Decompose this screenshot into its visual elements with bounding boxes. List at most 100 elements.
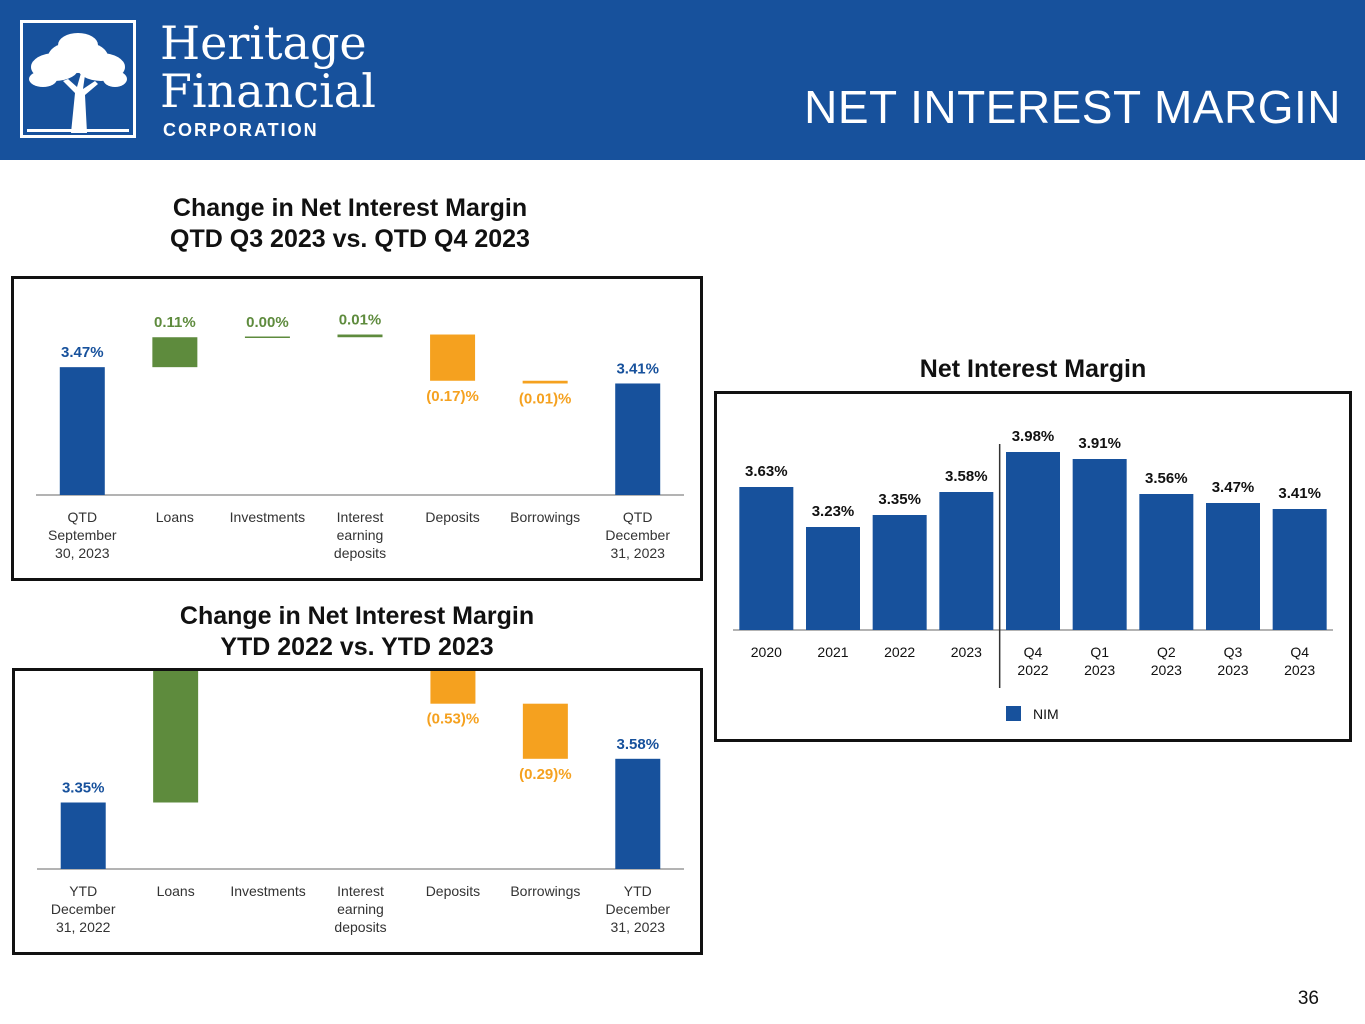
x-tick-label: 2023 <box>951 644 982 660</box>
legend-label: NIM <box>1033 706 1059 722</box>
nim-bar <box>1139 494 1194 630</box>
waterfall-bar <box>615 758 661 869</box>
waterfall-bar <box>615 383 661 495</box>
x-tick-label: Q4 <box>1024 644 1043 660</box>
slide-title: NET INTEREST MARGIN <box>804 81 1341 133</box>
x-tick-label: Interest <box>337 509 384 525</box>
waterfall-bar <box>430 334 476 381</box>
data-label: (0.53)% <box>427 711 480 728</box>
x-tick-label: 2020 <box>751 644 782 660</box>
legend-swatch <box>1006 706 1021 721</box>
data-label: 3.56% <box>1145 470 1188 487</box>
nim-bar-chart: 3.63% 2020 3.23% 2021 3.35% 2022 3.58% 2023 3.98… <box>733 428 1333 722</box>
nim-bar <box>806 527 860 630</box>
x-tick-label: Borrowings <box>510 883 580 899</box>
x-tick-label: Borrowings <box>510 509 580 525</box>
data-label: 3.63% <box>745 463 788 480</box>
qtd-chart-panel: 3.47% QTD September 30, 2023 0.11% Loans 0.00%… <box>11 276 703 581</box>
nim-chart-title: Net Interest Margin <box>919 355 1147 383</box>
brand-name-line1: Heritage <box>160 16 367 70</box>
tree-icon <box>27 33 129 133</box>
x-tick-label: 31, 2022 <box>56 919 111 935</box>
data-label: 3.91% <box>1078 435 1121 452</box>
x-tick-label: Q2 <box>1157 644 1176 660</box>
x-tick-label: Interest <box>337 883 384 899</box>
x-tick-label: 2023 <box>1284 662 1315 678</box>
x-tick-label: 2023 <box>1217 662 1248 678</box>
data-label: 3.47% <box>61 344 104 361</box>
data-label: 0.11% <box>154 314 196 331</box>
x-tick-label: Q3 <box>1224 644 1243 660</box>
header-banner: Heritage Financial CORPORATION NET INTER… <box>0 0 1365 160</box>
x-tick-label: QTD <box>623 509 653 525</box>
data-label: 3.23% <box>812 503 855 520</box>
brand-name-line3: CORPORATION <box>163 120 319 140</box>
waterfall-bar <box>60 802 106 869</box>
x-tick-label: September <box>48 527 117 543</box>
nim-bar <box>939 492 994 630</box>
nim-bar <box>1272 509 1327 630</box>
ytd-title-line1: Change in Net Interest Margin <box>179 602 535 630</box>
waterfall-bar <box>59 367 105 495</box>
x-tick-label: 2021 <box>817 644 848 660</box>
waterfall-bar <box>430 603 476 704</box>
x-tick-label: Deposits <box>425 509 479 525</box>
x-tick-label: 31, 2023 <box>610 545 665 561</box>
data-label: (0.29)% <box>519 766 572 783</box>
x-tick-label: QTD <box>68 509 98 525</box>
qtd-title-line2: QTD Q3 2023 vs. QTD Q4 2023 <box>170 225 530 253</box>
x-tick-label: 2022 <box>884 644 915 660</box>
data-label: 3.98% <box>1012 428 1055 445</box>
data-label: 3.58% <box>945 468 988 485</box>
data-label: 3.35% <box>62 780 105 797</box>
x-tick-label: December <box>605 901 670 917</box>
qtd-title-line1: Change in Net Interest Margin <box>172 194 528 222</box>
qtd-waterfall-chart: 3.47% QTD September 30, 2023 0.11% Loans 0.00%… <box>36 312 684 561</box>
data-label: (0.01)% <box>519 390 572 407</box>
x-tick-label: 2022 <box>1017 662 1048 678</box>
x-tick-label: Q4 <box>1290 644 1309 660</box>
nim-bar <box>1006 452 1060 630</box>
ytd-title-line2: YTD 2022 vs. YTD 2023 <box>220 633 494 661</box>
logo <box>20 20 136 138</box>
x-tick-label: earning <box>337 527 384 543</box>
waterfall-bar <box>522 703 568 759</box>
x-tick-label: deposits <box>334 545 386 561</box>
page-number: 36 <box>1297 988 1319 1009</box>
data-label: 3.35% <box>878 491 921 508</box>
nim-bar <box>1206 503 1260 630</box>
nim-bar <box>1072 459 1127 630</box>
data-label: 3.47% <box>1212 479 1255 496</box>
x-tick-label: YTD <box>69 883 97 899</box>
x-tick-label: Deposits <box>426 883 480 899</box>
ytd-chart-title: Change in Net Interest Margin YTD 2022 v… <box>110 601 604 663</box>
brand-name-line2: Financial <box>160 64 376 118</box>
data-label: 3.41% <box>1278 485 1321 502</box>
x-tick-label: Investments <box>230 883 305 899</box>
data-label: (0.17)% <box>426 388 479 405</box>
nim-bar <box>872 515 927 630</box>
x-tick-label: 2023 <box>1151 662 1182 678</box>
waterfall-bar <box>337 334 383 338</box>
x-tick-label: December <box>605 527 670 543</box>
x-tick-label: December <box>51 901 116 917</box>
x-tick-label: deposits <box>334 919 386 935</box>
waterfall-bar <box>522 380 568 384</box>
x-tick-label: YTD <box>624 883 652 899</box>
waterfall-bar <box>152 337 198 368</box>
nim-chart-panel: 3.63% 2020 3.23% 2021 3.35% 2022 3.58% 2023 3.98… <box>714 391 1352 742</box>
x-tick-label: 30, 2023 <box>55 545 110 561</box>
waterfall-bar <box>153 650 199 803</box>
qtd-chart-title: Change in Net Interest Margin QTD Q3 202… <box>110 193 590 255</box>
data-label: 3.41% <box>616 360 659 377</box>
nim-bar <box>739 487 794 630</box>
x-tick-label: Q1 <box>1090 644 1109 660</box>
x-tick-label: Investments <box>230 509 305 525</box>
data-label: 0.01% <box>339 312 382 329</box>
x-tick-label: Loans <box>156 509 194 525</box>
data-label: 0.00% <box>246 314 289 331</box>
data-label: 3.58% <box>617 736 660 753</box>
x-tick-label: Loans <box>157 883 195 899</box>
